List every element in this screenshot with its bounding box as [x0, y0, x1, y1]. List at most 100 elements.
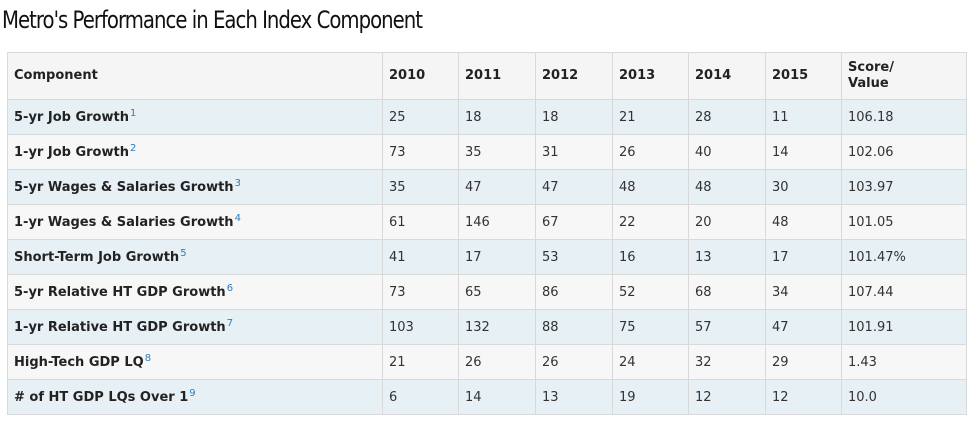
- rank-cell: 30: [765, 169, 842, 205]
- rank-cell: 86: [535, 274, 613, 310]
- rank-cell: 31: [535, 134, 613, 170]
- rank-cell: 14: [765, 134, 842, 170]
- table-row: # of HT GDP LQs Over 19 6 14 13 19 12 12 10.0: [7, 379, 967, 415]
- component-label: Short-Term Job Growth: [14, 249, 180, 265]
- rank-cell: 18: [535, 99, 613, 135]
- component-label: 1-yr Wages & Salaries Growth: [14, 214, 234, 230]
- component-cell: 5-yr Job Growth1: [7, 99, 383, 135]
- component-cell: Short-Term Job Growth5: [7, 239, 383, 275]
- rank-cell: 26: [535, 344, 613, 380]
- footnote-link[interactable]: 2: [129, 142, 137, 154]
- footnote-link[interactable]: 5: [180, 247, 187, 259]
- rank-cell: 75: [612, 309, 689, 345]
- footnote-link[interactable]: 7: [226, 317, 234, 329]
- rank-cell: 18: [458, 99, 536, 135]
- component-label: High-Tech GDP LQ: [14, 354, 144, 370]
- component-label: 1-yr Job Growth: [14, 144, 129, 160]
- rank-cell: 61: [382, 204, 459, 240]
- score-cell: 10.0: [841, 379, 967, 415]
- rank-cell: 68: [688, 274, 766, 310]
- rank-cell: 47: [765, 309, 842, 345]
- table-row: Short-Term Job Growth5 41 17 53 16 13 17 101.47…: [7, 239, 967, 275]
- header-year: 2013: [612, 52, 689, 100]
- table-row: 5-yr Wages & Salaries Growth3 35 47 47 48 48 3…: [7, 169, 967, 205]
- table-row: 1-yr Wages & Salaries Growth4 61 146 67 22 20…: [7, 204, 967, 240]
- header-year: 2011: [458, 52, 536, 100]
- footnote-link[interactable]: 6: [226, 282, 234, 294]
- header-component: Component: [7, 52, 383, 100]
- score-cell: 101.05: [841, 204, 967, 240]
- component-cell: # of HT GDP LQs Over 19: [7, 379, 383, 415]
- component-label: 5-yr Job Growth: [14, 109, 129, 125]
- rank-cell: 12: [688, 379, 766, 415]
- table-row: 1-yr Relative HT GDP Growth7 103 132 88 75 57…: [7, 309, 967, 345]
- performance-table-container: Component 2010 2011 2012 2013 2014 2015 …: [7, 52, 967, 415]
- rank-cell: 132: [458, 309, 536, 345]
- rank-cell: 73: [382, 274, 459, 310]
- score-cell: 102.06: [841, 134, 967, 170]
- rank-cell: 35: [458, 134, 536, 170]
- component-cell: 1-yr Job Growth2: [7, 134, 383, 170]
- rank-cell: 17: [458, 239, 536, 275]
- rank-cell: 17: [765, 239, 842, 275]
- component-label: 5-yr Relative HT GDP Growth: [14, 284, 226, 300]
- rank-cell: 21: [382, 344, 459, 380]
- rank-cell: 29: [765, 344, 842, 380]
- rank-cell: 16: [612, 239, 689, 275]
- component-label: 1-yr Relative HT GDP Growth: [14, 319, 226, 335]
- rank-cell: 26: [458, 344, 536, 380]
- rank-cell: 146: [458, 204, 536, 240]
- rank-cell: 19: [612, 379, 689, 415]
- header-year: 2014: [688, 52, 766, 100]
- performance-table: Component 2010 2011 2012 2013 2014 2015 …: [7, 52, 967, 415]
- rank-cell: 65: [458, 274, 536, 310]
- footnote-link[interactable]: 3: [234, 177, 241, 189]
- score-cell: 103.97: [841, 169, 967, 205]
- footnote-link[interactable]: 1: [129, 107, 137, 119]
- score-cell: 101.91: [841, 309, 967, 345]
- rank-cell: 47: [535, 169, 613, 205]
- rank-cell: 67: [535, 204, 613, 240]
- rank-cell: 6: [382, 379, 459, 415]
- rank-cell: 24: [612, 344, 689, 380]
- header-score-value: Score/ Value: [841, 52, 967, 100]
- rank-cell: 21: [612, 99, 689, 135]
- component-cell: High-Tech GDP LQ8: [7, 344, 383, 380]
- rank-cell: 34: [765, 274, 842, 310]
- rank-cell: 14: [458, 379, 536, 415]
- rank-cell: 47: [458, 169, 536, 205]
- rank-cell: 57: [688, 309, 766, 345]
- header-score-line: Score/: [848, 60, 894, 75]
- component-cell: 1-yr Wages & Salaries Growth4: [7, 204, 383, 240]
- rank-cell: 41: [382, 239, 459, 275]
- rank-cell: 13: [688, 239, 766, 275]
- rank-cell: 22: [612, 204, 689, 240]
- table-body: 5-yr Job Growth1 25 18 18 21 28 11 106.18 1-yr J…: [7, 99, 967, 415]
- footnote-link[interactable]: 4: [234, 212, 241, 224]
- rank-cell: 13: [535, 379, 613, 415]
- rank-cell: 26: [612, 134, 689, 170]
- component-label: 5-yr Wages & Salaries Growth: [14, 179, 234, 195]
- component-cell: 1-yr Relative HT GDP Growth7: [7, 309, 383, 345]
- header-year: 2012: [535, 52, 613, 100]
- rank-cell: 48: [688, 169, 766, 205]
- header-value-line: Value: [848, 76, 889, 91]
- rank-cell: 48: [612, 169, 689, 205]
- rank-cell: 53: [535, 239, 613, 275]
- table-row: 1-yr Job Growth2 73 35 31 26 40 14 102.06: [7, 134, 967, 170]
- footnote-link[interactable]: 9: [189, 387, 196, 399]
- score-cell: 106.18: [841, 99, 967, 135]
- rank-cell: 103: [382, 309, 459, 345]
- table-row: 5-yr Job Growth1 25 18 18 21 28 11 106.18: [7, 99, 967, 135]
- rank-cell: 48: [765, 204, 842, 240]
- rank-cell: 20: [688, 204, 766, 240]
- score-cell: 101.47%: [841, 239, 967, 275]
- table-row: High-Tech GDP LQ8 21 26 26 24 32 29 1.43: [7, 344, 967, 380]
- rank-cell: 35: [382, 169, 459, 205]
- page-title: Metro's Performance in Each Index Compon…: [2, 6, 423, 34]
- rank-cell: 88: [535, 309, 613, 345]
- component-label: # of HT GDP LQs Over 1: [14, 389, 189, 405]
- footnote-link[interactable]: 8: [144, 352, 152, 364]
- header-year: 2010: [382, 52, 459, 100]
- rank-cell: 11: [765, 99, 842, 135]
